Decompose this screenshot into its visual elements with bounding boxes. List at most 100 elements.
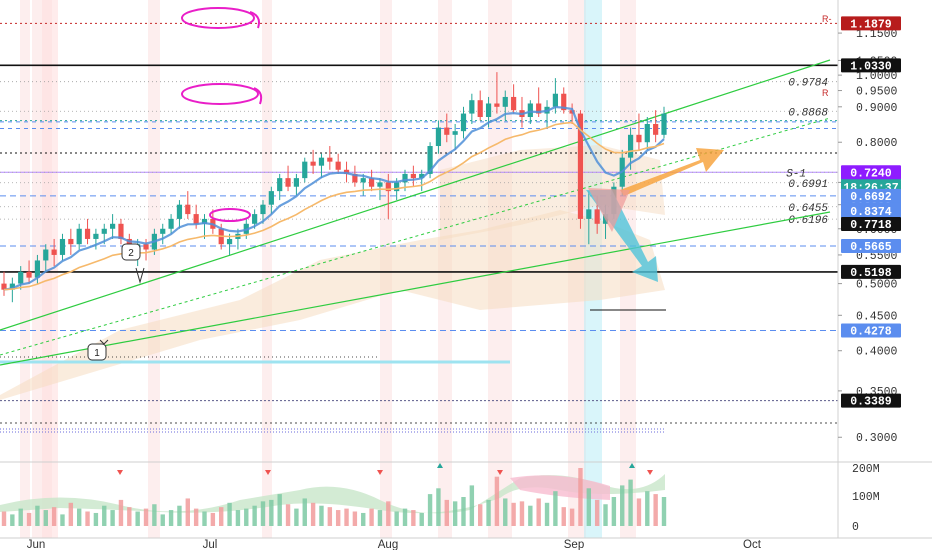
volume-bar xyxy=(469,485,475,526)
candle[interactable] xyxy=(68,228,74,255)
price-level-tag-label: 0.3389 xyxy=(850,396,892,409)
wave-pointer xyxy=(99,339,109,345)
annotation-level-label: S-1 xyxy=(786,168,806,180)
volume-bar xyxy=(285,504,291,526)
volume-bar xyxy=(452,501,458,526)
time-axis: Jun Jul Aug Sep Oct xyxy=(0,537,932,551)
candle[interactable] xyxy=(335,153,341,174)
candle[interactable] xyxy=(561,87,567,114)
candle[interactable] xyxy=(260,200,266,224)
candle-body xyxy=(536,103,542,114)
candle[interactable] xyxy=(460,106,467,139)
volume-bar xyxy=(310,502,316,526)
candle[interactable] xyxy=(636,113,642,150)
candle[interactable] xyxy=(268,186,274,215)
candle[interactable] xyxy=(302,157,308,183)
candle[interactable] xyxy=(226,233,233,255)
candle[interactable] xyxy=(410,165,416,187)
candle[interactable] xyxy=(310,149,316,174)
candle[interactable] xyxy=(368,169,375,192)
volume-bar xyxy=(361,512,366,526)
candle[interactable] xyxy=(653,110,659,143)
candle-body xyxy=(76,228,82,245)
candle-body xyxy=(201,218,208,224)
candle[interactable] xyxy=(293,173,300,196)
candle[interactable] xyxy=(435,120,442,154)
candle[interactable] xyxy=(277,173,283,201)
candle[interactable] xyxy=(201,214,208,239)
volume-bar xyxy=(394,511,399,526)
candle[interactable] xyxy=(494,72,500,114)
candle[interactable] xyxy=(477,90,483,121)
projection-arrow-up xyxy=(620,148,724,196)
candle[interactable] xyxy=(661,106,667,139)
candle[interactable] xyxy=(586,191,592,245)
candle[interactable] xyxy=(419,169,425,192)
pink-band xyxy=(148,0,160,538)
candle-body xyxy=(653,123,659,135)
price-tick-label: 1.1500 xyxy=(856,28,898,41)
candle[interactable] xyxy=(352,165,358,187)
price-level-tag-label: 0.7718 xyxy=(850,219,892,232)
volume-bar xyxy=(60,514,65,526)
volume-bar xyxy=(18,508,23,526)
signal-marker xyxy=(265,470,271,475)
signal-marker xyxy=(647,470,653,475)
candle[interactable] xyxy=(110,214,116,239)
volume-bar xyxy=(653,494,658,526)
candle[interactable] xyxy=(168,214,174,234)
signal-marker xyxy=(117,470,123,475)
candle-body xyxy=(59,238,66,255)
candle[interactable] xyxy=(51,238,57,267)
candle[interactable] xyxy=(185,191,191,219)
candle[interactable] xyxy=(84,218,91,245)
candle[interactable] xyxy=(59,233,66,261)
pink-band xyxy=(262,0,272,538)
candle[interactable] xyxy=(502,90,508,121)
candle[interactable] xyxy=(360,173,366,196)
upper-trend-line xyxy=(0,59,831,331)
price-tick-label: 0.4000 xyxy=(856,346,898,359)
volume-tick-label: 100M xyxy=(852,491,880,504)
candle[interactable] xyxy=(26,260,32,284)
candle[interactable] xyxy=(511,84,517,114)
volume-bar xyxy=(402,508,408,526)
candle-body xyxy=(285,178,291,187)
candle-body xyxy=(84,228,91,239)
highlight-ellipse xyxy=(181,7,255,29)
candle[interactable] xyxy=(318,153,325,179)
candle[interactable] xyxy=(469,93,475,124)
candle[interactable] xyxy=(93,228,99,250)
candle-body xyxy=(460,113,467,132)
candle[interactable] xyxy=(1,271,7,296)
candle[interactable] xyxy=(76,223,82,250)
candle[interactable] xyxy=(285,165,291,192)
candle[interactable] xyxy=(327,146,333,170)
candle[interactable] xyxy=(176,200,183,229)
volume-bar xyxy=(478,504,483,526)
candle[interactable] xyxy=(444,113,450,143)
candle[interactable] xyxy=(452,123,458,150)
candle[interactable] xyxy=(43,244,49,272)
candle[interactable] xyxy=(160,223,166,245)
candle-body xyxy=(1,283,7,290)
candle[interactable] xyxy=(118,218,124,245)
volume-bar xyxy=(386,501,391,526)
candle[interactable] xyxy=(644,117,650,150)
price-axis: 1.15001.05001.00000.95000.90000.80000.70… xyxy=(837,0,932,550)
candle-body xyxy=(410,173,416,179)
volume-bar xyxy=(494,476,500,526)
candle-body xyxy=(661,113,667,135)
volume-bar xyxy=(569,508,575,526)
wave-label: 1 xyxy=(94,348,100,359)
price-level-tag: 0.7240 xyxy=(841,165,901,180)
volume-bar xyxy=(118,499,124,526)
candle-body xyxy=(168,218,174,229)
volume-bar xyxy=(319,505,324,526)
candle[interactable] xyxy=(9,277,15,303)
time-tick-label: Jun xyxy=(27,539,46,550)
volume-bar xyxy=(260,501,266,526)
price-level-tag-bg xyxy=(841,188,901,203)
